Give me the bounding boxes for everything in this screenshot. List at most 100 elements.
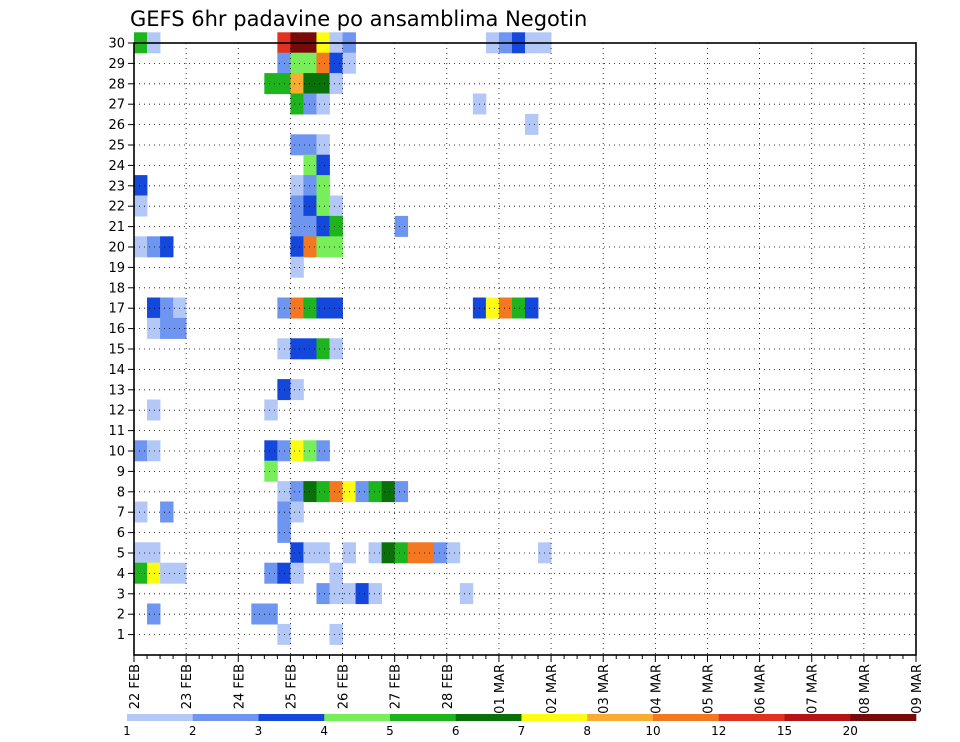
- heatmap-cell: [329, 52, 343, 74]
- heatmap-cell: [160, 562, 174, 584]
- heatmap-cell: [134, 542, 148, 564]
- heatmap-cell: [316, 236, 330, 258]
- y-tick-label: 3: [117, 587, 125, 602]
- x-tick-label: 26 FEB: [337, 664, 352, 709]
- heatmap-cell: [290, 379, 304, 401]
- colorbar-swatch: [653, 714, 720, 721]
- heatmap-cell: [485, 297, 500, 319]
- heatmap-cell: [290, 562, 304, 584]
- heatmap-cell: [316, 93, 330, 115]
- y-tick-label: 29: [108, 57, 125, 72]
- y-tick-label: 28: [108, 77, 125, 92]
- heatmap-cell: [290, 134, 304, 156]
- heatmap-cell: [290, 93, 304, 115]
- heatmap-cell: [290, 195, 304, 217]
- heatmap-cell: [303, 175, 317, 197]
- colorbar-label: 4: [320, 724, 328, 738]
- x-tick-label: 24 FEB: [232, 664, 247, 709]
- heatmap-cell: [394, 481, 409, 503]
- heatmap-cell: [329, 73, 343, 95]
- y-tick-label: 10: [108, 445, 125, 460]
- heatmap-cell: [433, 542, 448, 564]
- heatmap-cell: [420, 542, 435, 564]
- y-tick-label: 17: [108, 302, 125, 317]
- heatmap-cell: [303, 195, 317, 217]
- x-tick-label: 08 MAR: [858, 664, 873, 714]
- heatmap-cell: [290, 338, 304, 360]
- y-tick-label: 25: [108, 139, 125, 154]
- heatmap-cell: [316, 134, 330, 156]
- colorbar-label: 8: [583, 724, 591, 738]
- y-axis: 1234567891011121314151617181920212223242…: [108, 37, 134, 643]
- heatmap-cell: [498, 297, 513, 319]
- heatmap-cell: [147, 236, 161, 258]
- x-tick-label: 03 MAR: [597, 664, 612, 714]
- heatmap-cell: [316, 215, 330, 237]
- y-tick-label: 23: [108, 179, 125, 194]
- x-tick-label: 23 FEB: [180, 664, 195, 709]
- heatmap-cell: [316, 440, 330, 462]
- heatmap-cell: [147, 399, 161, 421]
- colorbar-swatch: [258, 714, 325, 721]
- heatmap-cell: [368, 583, 383, 605]
- x-tick-label: 28 FEB: [441, 664, 456, 709]
- heatmap-cell: [329, 562, 343, 584]
- heatmap-cell: [303, 440, 317, 462]
- heatmap-cell: [290, 256, 304, 278]
- x-tick-label: 02 MAR: [545, 664, 560, 714]
- y-tick-label: 26: [108, 118, 125, 133]
- colorbar-label: 6: [452, 724, 460, 738]
- colorbar-label: 10: [645, 724, 660, 738]
- y-tick-label: 19: [108, 261, 125, 276]
- heatmap-cell: [329, 338, 343, 360]
- y-tick-label: 6: [117, 526, 125, 541]
- colorbar-swatch: [390, 714, 457, 721]
- heatmap-cell: [329, 583, 343, 605]
- heatmap-cell: [134, 175, 148, 197]
- heatmap-cell: [511, 297, 526, 319]
- heatmap-cell: [134, 501, 148, 523]
- heatmap-cell: [134, 195, 148, 217]
- y-tick-label: 27: [108, 98, 125, 113]
- heatmap-cell: [316, 481, 330, 503]
- y-tick-label: 4: [117, 567, 125, 582]
- heatmap-cell: [316, 583, 330, 605]
- heatmap-cell: [303, 154, 317, 176]
- heatmap-cell: [446, 542, 461, 564]
- heatmap-cell: [355, 481, 369, 503]
- x-tick-label: 27 FEB: [389, 664, 404, 709]
- heatmap-cell: [160, 236, 174, 258]
- y-tick-label: 8: [117, 485, 125, 500]
- heatmap-cell: [147, 440, 161, 462]
- y-tick-label: 12: [108, 404, 125, 419]
- heatmap-cell: [147, 542, 161, 564]
- y-tick-label: 1: [117, 628, 125, 643]
- colorbar-swatch: [718, 714, 785, 721]
- colorbar-label: 15: [777, 724, 792, 738]
- heatmap-cell: [134, 562, 148, 584]
- heatmap-cell: [290, 481, 304, 503]
- y-tick-label: 20: [108, 241, 125, 256]
- y-tick-label: 16: [108, 322, 125, 337]
- y-tick-label: 24: [108, 159, 125, 174]
- heatmap-cell: [303, 481, 317, 503]
- x-tick-label: 04 MAR: [649, 664, 664, 714]
- y-tick-label: 22: [108, 200, 125, 215]
- heatmap-cell: [147, 603, 161, 625]
- heatmap-cell: [316, 542, 330, 564]
- x-tick-label: 22 FEB: [128, 664, 143, 709]
- heatmap-cell: [329, 195, 343, 217]
- heatmap-cell: [381, 481, 396, 503]
- heatmap-cell: [160, 317, 174, 339]
- heatmap-cell: [303, 215, 317, 237]
- colorbar-label: 2: [189, 724, 197, 738]
- heatmap-cell: [290, 297, 304, 319]
- heatmap-cell: [264, 460, 278, 482]
- heatmap-cell: [303, 73, 317, 95]
- heatmap-cell: [147, 562, 161, 584]
- heatmap-cell: [134, 440, 148, 462]
- x-axis: 22 FEB 23 FEB 24 FEB 25 FEB 26 FEB 27 FEB 28 F…: [128, 655, 925, 714]
- colorbar-swatch: [587, 714, 654, 721]
- heatmap-cell: [303, 134, 317, 156]
